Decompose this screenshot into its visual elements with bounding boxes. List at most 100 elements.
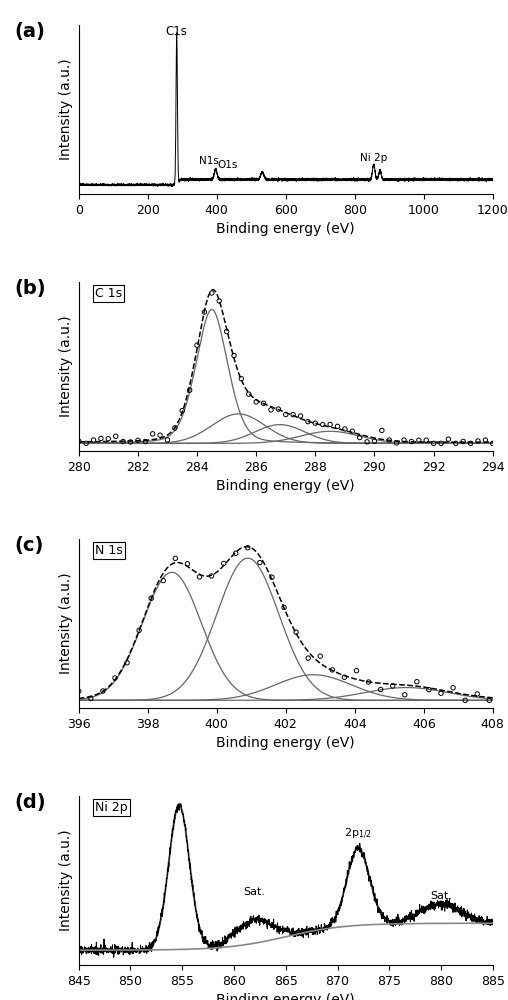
Point	[244, 540, 252, 556]
Text: Sat.: Sat.	[244, 887, 266, 897]
Point	[333, 418, 341, 434]
Point	[252, 394, 260, 410]
Point	[370, 433, 378, 449]
X-axis label: Binding energy (eV): Binding energy (eV)	[216, 479, 355, 493]
Text: C 1s: C 1s	[96, 287, 122, 300]
Point	[353, 663, 361, 679]
Point	[104, 431, 112, 447]
Point	[185, 382, 194, 398]
Y-axis label: Intensity (a.u.): Intensity (a.u.)	[59, 573, 73, 674]
Point	[230, 348, 238, 364]
Text: Ni 2p: Ni 2p	[360, 153, 388, 163]
Text: (b): (b)	[15, 279, 46, 298]
Point	[208, 285, 216, 301]
Point	[316, 648, 324, 664]
X-axis label: Binding energy (eV): Binding energy (eV)	[216, 993, 355, 1000]
Point	[425, 682, 433, 698]
Point	[75, 683, 83, 699]
Point	[413, 674, 421, 690]
Point	[474, 433, 482, 449]
Point	[311, 415, 320, 431]
Point	[196, 569, 204, 585]
Point	[319, 417, 327, 433]
Point	[99, 683, 107, 699]
Point	[149, 426, 157, 442]
Point	[126, 434, 135, 450]
Point	[237, 371, 245, 387]
Text: Sat.: Sat.	[430, 891, 452, 901]
Point	[280, 599, 288, 615]
Text: N1s: N1s	[199, 156, 219, 166]
Point	[75, 433, 83, 449]
Point	[223, 323, 231, 339]
Point	[112, 428, 120, 444]
Point	[183, 556, 192, 572]
X-axis label: Binding energy (eV): Binding energy (eV)	[216, 222, 355, 236]
Point	[89, 432, 98, 448]
Point	[232, 545, 240, 561]
Text: 2p$_{3/2}$: 2p$_{3/2}$	[0, 999, 1, 1000]
Point	[356, 430, 364, 446]
Point	[466, 435, 474, 451]
Point	[147, 590, 155, 606]
Point	[365, 674, 373, 690]
Point	[341, 421, 349, 437]
Point	[444, 431, 453, 447]
Point	[340, 669, 348, 685]
Point	[289, 407, 297, 423]
Point	[274, 401, 282, 417]
Point	[134, 432, 142, 448]
Y-axis label: Intensity (a.u.): Intensity (a.u.)	[59, 316, 73, 417]
Point	[363, 434, 371, 450]
Text: Ni 2p: Ni 2p	[96, 801, 128, 814]
Point	[141, 433, 149, 449]
Point	[389, 678, 397, 694]
Point	[135, 622, 143, 638]
Point	[267, 402, 275, 418]
Point	[304, 414, 312, 430]
Point	[156, 427, 164, 443]
Point	[82, 435, 90, 451]
Point	[164, 432, 172, 448]
Point	[200, 304, 208, 320]
Point	[193, 337, 201, 353]
Point	[452, 435, 460, 451]
Point	[449, 680, 457, 696]
Point	[215, 293, 224, 309]
Point	[207, 568, 215, 584]
Point	[256, 555, 264, 571]
Text: 2p$_{1/2}$: 2p$_{1/2}$	[344, 827, 372, 841]
Point	[400, 432, 408, 448]
Point	[245, 386, 253, 402]
Y-axis label: Intensity (a.u.): Intensity (a.u.)	[59, 830, 73, 931]
Point	[260, 395, 268, 411]
Point	[437, 435, 445, 451]
Point	[473, 686, 481, 702]
Point	[171, 420, 179, 436]
Text: (c): (c)	[15, 536, 44, 555]
Point	[348, 423, 356, 439]
Point	[111, 670, 119, 686]
Point	[178, 403, 186, 419]
Point	[328, 662, 336, 678]
Point	[123, 655, 131, 671]
Y-axis label: Intensity (a.u.): Intensity (a.u.)	[59, 59, 73, 160]
Point	[481, 432, 489, 448]
Point	[281, 407, 290, 423]
Point	[407, 434, 416, 450]
Point	[415, 432, 423, 448]
Point	[422, 432, 430, 448]
Point	[485, 692, 493, 708]
Point	[268, 569, 276, 585]
Point	[489, 435, 497, 451]
Point	[430, 435, 438, 451]
Point	[401, 687, 409, 703]
Text: (d): (d)	[15, 793, 46, 812]
Point	[292, 624, 300, 640]
Point	[87, 690, 95, 706]
Text: O1s: O1s	[217, 160, 238, 170]
Point	[376, 682, 385, 698]
Point	[159, 573, 167, 589]
Point	[326, 416, 334, 432]
Point	[378, 422, 386, 438]
